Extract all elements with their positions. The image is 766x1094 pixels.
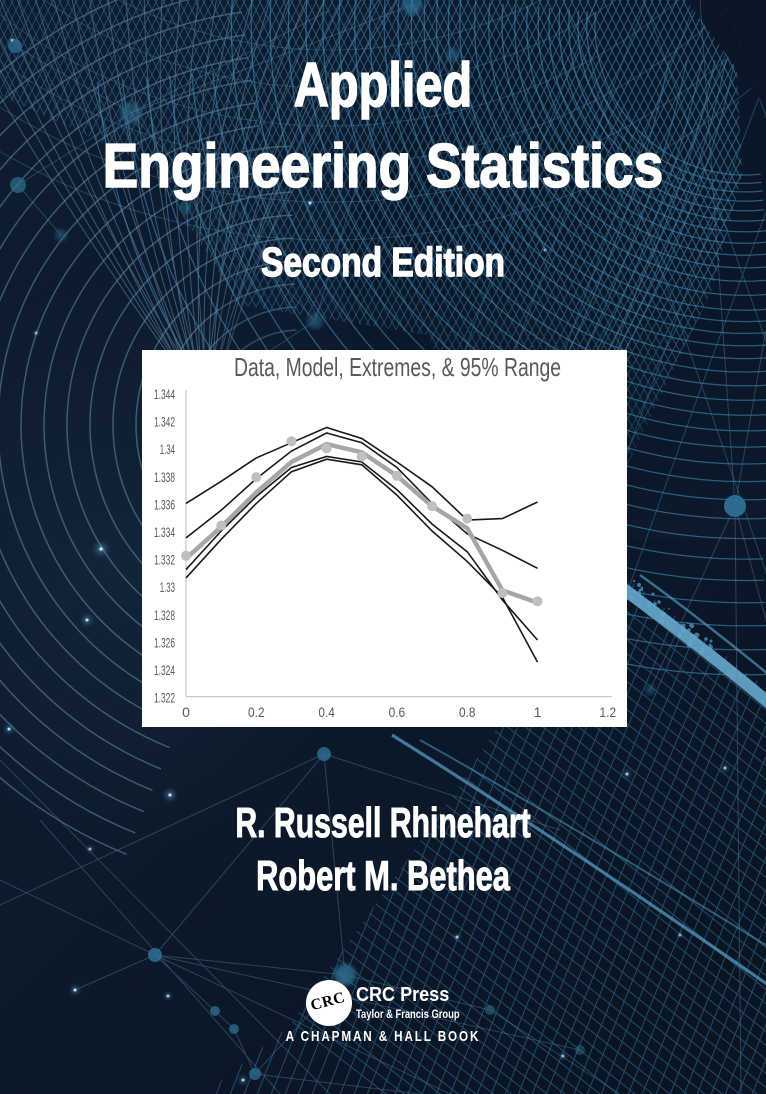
svg-text:1.326: 1.326 [154, 634, 175, 650]
svg-text:1.33: 1.33 [160, 579, 175, 595]
svg-text:1.328: 1.328 [154, 607, 175, 623]
svg-text:1: 1 [534, 704, 542, 720]
svg-text:1.322: 1.322 [154, 690, 175, 706]
svg-text:1.342: 1.342 [154, 414, 175, 430]
svg-text:0.8: 0.8 [459, 704, 476, 720]
svg-text:1.324: 1.324 [154, 662, 175, 678]
svg-text:0.6: 0.6 [389, 704, 406, 720]
svg-text:1.344: 1.344 [154, 386, 175, 402]
svg-text:1.334: 1.334 [154, 524, 175, 540]
svg-text:Data, Model, Extremes, & 95% R: Data, Model, Extremes, & 95% Range [234, 352, 561, 382]
svg-text:1.338: 1.338 [154, 469, 175, 485]
svg-text:0.4: 0.4 [318, 704, 335, 720]
svg-text:1.332: 1.332 [154, 552, 175, 568]
svg-text:0: 0 [182, 704, 190, 720]
svg-text:1.336: 1.336 [154, 496, 175, 512]
svg-text:0.2: 0.2 [248, 704, 265, 720]
svg-text:1.2: 1.2 [600, 704, 617, 720]
svg-text:1.34: 1.34 [160, 441, 175, 457]
